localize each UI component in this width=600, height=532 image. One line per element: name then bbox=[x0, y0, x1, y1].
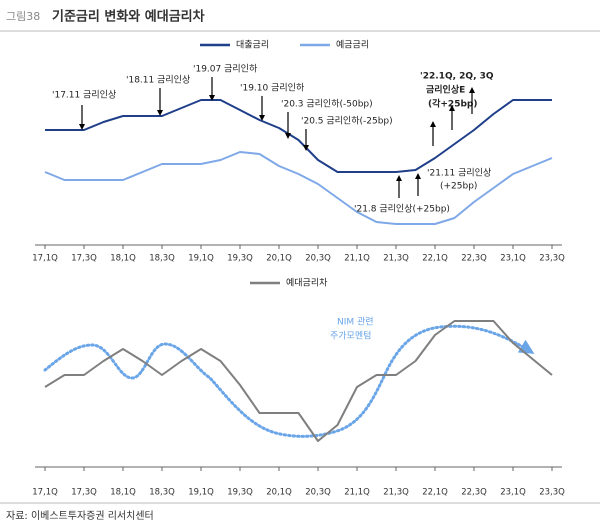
x-tick-label: 18,1Q bbox=[110, 254, 136, 264]
annotation: '20.5 금리인하(-25bp) bbox=[301, 116, 393, 127]
x-tick-label: 20,3Q bbox=[305, 488, 331, 498]
x-tick-label: 19,1Q bbox=[188, 488, 214, 498]
x-tick-label: 21,1Q bbox=[344, 488, 370, 498]
x-tick-label: 18,1Q bbox=[110, 488, 136, 498]
annotation: (+25bp) bbox=[440, 182, 477, 192]
x-tick-label: 23,3Q bbox=[539, 488, 565, 498]
chart-title: 기준금리 변화와 예대금리차 bbox=[52, 9, 205, 25]
x-tick-label: 19,3Q bbox=[227, 254, 253, 264]
legend-label: 예금금리 bbox=[336, 40, 369, 51]
annotation: (각+25bp) bbox=[428, 98, 477, 110]
source: 자료: 이베스트투자증권 리서치센터 bbox=[6, 510, 154, 522]
annotation: '17.11 금리인상 bbox=[52, 90, 116, 101]
x-tick-label: 21,3Q bbox=[383, 254, 409, 264]
x-tick-label: 23,1Q bbox=[500, 254, 526, 264]
x-tick-label: 18,3Q bbox=[149, 488, 175, 498]
x-tick-label: 21,3Q bbox=[383, 488, 409, 498]
annotation: 금리인상E bbox=[426, 84, 465, 96]
x-tick-label: 17,3Q bbox=[71, 254, 97, 264]
x-tick-label: 18,3Q bbox=[149, 254, 175, 264]
x-tick-label: 17,1Q bbox=[32, 488, 58, 498]
x-tick-label: 20,3Q bbox=[305, 254, 331, 264]
x-tick-label: 17,3Q bbox=[71, 488, 97, 498]
annotation: NIM 관련 bbox=[337, 317, 374, 328]
annotation: '22.1Q, 2Q, 3Q bbox=[420, 72, 494, 82]
x-tick-label: 19,1Q bbox=[188, 254, 214, 264]
annotation: '20.3 금리인하(-50bp) bbox=[281, 99, 373, 110]
series-line bbox=[44, 151, 553, 225]
x-tick-label: 23,1Q bbox=[500, 488, 526, 498]
annotation: '18.11 금리인상 bbox=[126, 75, 190, 86]
series-line bbox=[44, 320, 553, 442]
annotation: '21.11 금리인상 bbox=[427, 168, 491, 179]
x-tick-label: 20,1Q bbox=[266, 254, 292, 264]
annotation: '19.07 금리인하 bbox=[193, 64, 258, 75]
momentum-curve bbox=[43, 324, 535, 438]
series-line bbox=[45, 99, 552, 173]
x-tick-label: 21,1Q bbox=[344, 254, 370, 264]
x-tick-label: 22,1Q bbox=[422, 254, 448, 264]
figure-label: 그림38 bbox=[6, 10, 40, 23]
annotation: 주가모멘텀 bbox=[330, 330, 371, 342]
x-tick-label: 23,3Q bbox=[539, 254, 565, 264]
x-tick-label: 19,3Q bbox=[227, 488, 253, 498]
x-tick-label: 22,1Q bbox=[422, 488, 448, 498]
legend-label: 대출금리 bbox=[236, 40, 269, 51]
x-tick-label: 20,1Q bbox=[266, 488, 292, 498]
x-tick-label: 22,3Q bbox=[461, 254, 487, 264]
x-tick-label: 17,1Q bbox=[32, 254, 58, 264]
x-tick-label: 22,3Q bbox=[461, 488, 487, 498]
annotation: '19.10 금리인하 bbox=[240, 83, 305, 94]
annotation: '21.8 금리인상(+25bp) bbox=[354, 204, 450, 215]
legend-label: 예대금리차 bbox=[286, 277, 328, 289]
